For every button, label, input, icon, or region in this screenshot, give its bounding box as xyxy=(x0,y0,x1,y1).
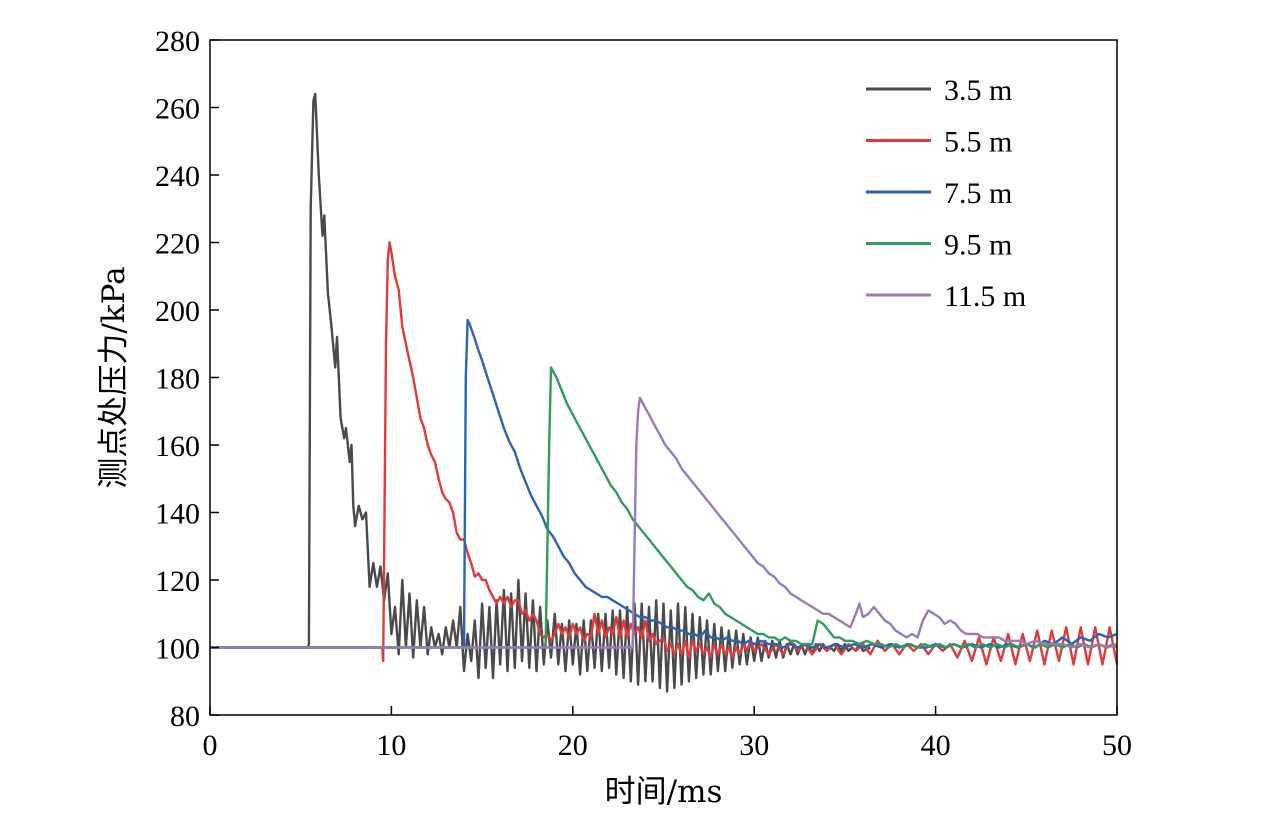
x-tick-label: 10 xyxy=(376,729,406,762)
x-tick-label: 30 xyxy=(739,729,769,762)
y-tick-label: 280 xyxy=(155,25,200,58)
y-tick-label: 260 xyxy=(155,93,200,126)
y-tick-label: 220 xyxy=(155,228,200,261)
y-tick-label: 100 xyxy=(155,633,200,666)
x-tick-label: 0 xyxy=(203,729,218,762)
legend-label-1: 5.5 m xyxy=(944,126,1012,159)
series-line-3 xyxy=(210,366,1118,649)
y-tick-label: 200 xyxy=(155,295,200,328)
legend-label-3: 9.5 m xyxy=(944,229,1012,262)
series-layer xyxy=(210,92,1119,693)
y-tick-label: 180 xyxy=(155,363,200,396)
y-axis-title: 测点处压力/kPa xyxy=(96,266,132,488)
y-tick-label: 80 xyxy=(170,700,200,733)
y-tick-label: 140 xyxy=(155,498,200,531)
legend-label-4: 11.5 m xyxy=(944,280,1026,313)
series-line-4 xyxy=(210,396,1118,649)
x-tick-label: 50 xyxy=(1102,729,1132,762)
x-axis-title: 时间/ms xyxy=(605,774,723,810)
legend: 3.5 m 5.5 m 7.5 m 9.5 m 11.5 m xyxy=(866,74,1026,313)
legend-label-2: 7.5 m xyxy=(944,177,1012,210)
y-tick-label: 160 xyxy=(155,430,200,463)
y-tick-label: 120 xyxy=(155,565,200,598)
y-tick-label: 240 xyxy=(155,160,200,193)
x-tick-label: 20 xyxy=(558,729,588,762)
axis-ticks: 0 10 20 30 40 50 80 100 120 140 160 180 200 220 240 260… xyxy=(155,25,1132,762)
series-line-2 xyxy=(210,318,1118,649)
x-tick-label: 40 xyxy=(921,729,951,762)
series-line-0 xyxy=(210,92,871,693)
legend-label-0: 3.5 m xyxy=(944,74,1012,107)
